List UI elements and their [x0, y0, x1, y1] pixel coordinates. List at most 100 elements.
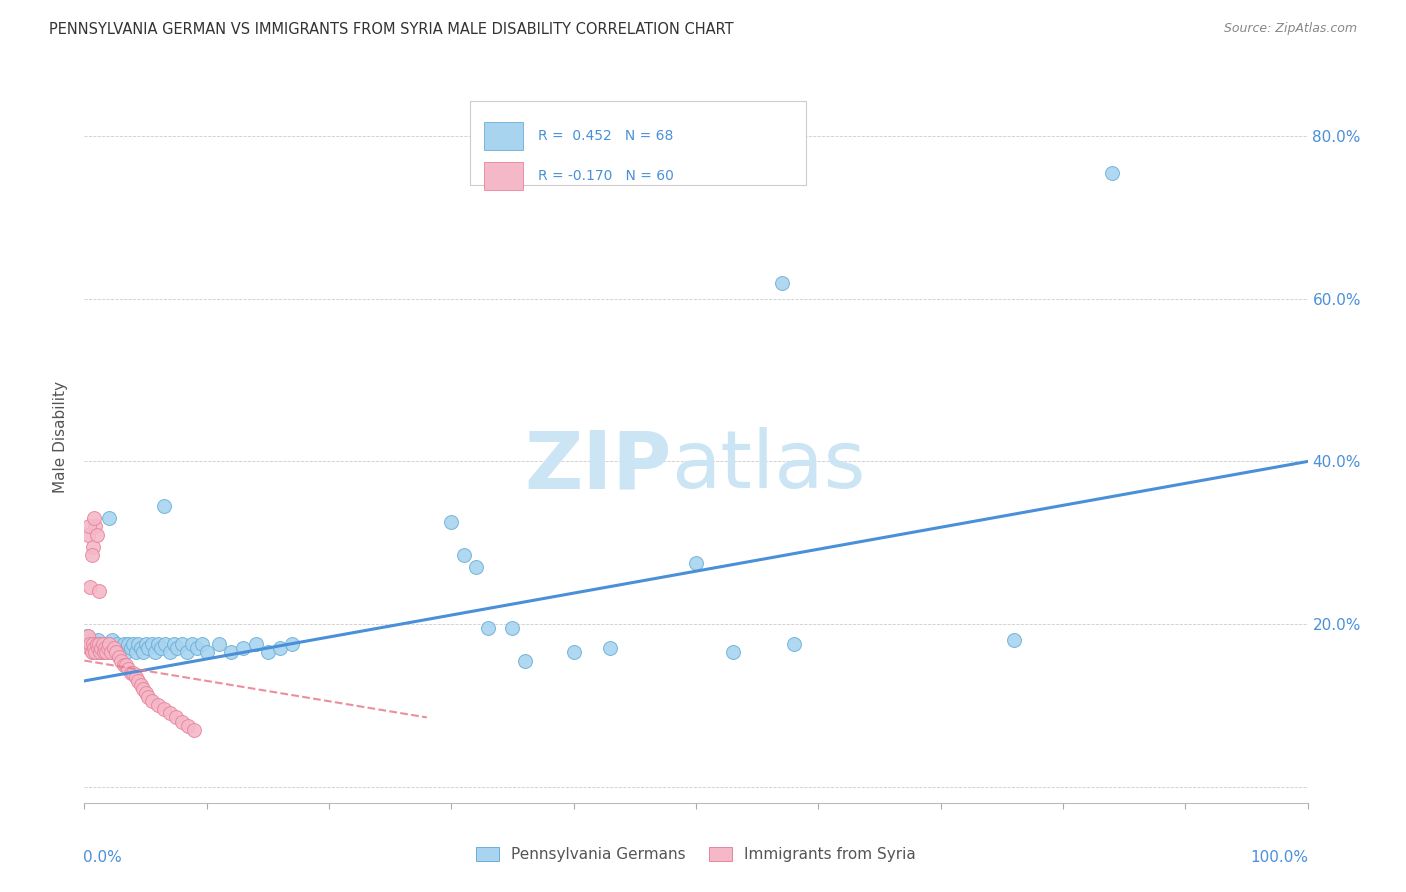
- Point: [502, 621, 524, 635]
- Point: [96, 637, 118, 651]
- Point: [87, 633, 110, 648]
- Point: [91, 637, 114, 651]
- Point: [122, 665, 145, 680]
- Point: [93, 645, 115, 659]
- Point: [93, 641, 115, 656]
- Point: [120, 665, 142, 680]
- Point: [721, 645, 744, 659]
- Point: [122, 637, 145, 651]
- Point: [80, 548, 103, 562]
- Point: [87, 641, 110, 656]
- Point: [100, 645, 122, 659]
- Point: [281, 637, 304, 651]
- Point: [477, 621, 499, 635]
- Point: [77, 629, 100, 643]
- Point: [770, 276, 793, 290]
- Point: [86, 637, 108, 651]
- Point: [110, 641, 132, 656]
- Point: [181, 637, 204, 651]
- Point: [125, 670, 148, 684]
- Y-axis label: Male Disability: Male Disability: [53, 381, 69, 493]
- Point: [77, 527, 100, 541]
- Point: [125, 645, 148, 659]
- Point: [453, 548, 475, 562]
- Point: [141, 637, 163, 651]
- Point: [86, 527, 108, 541]
- Point: [132, 681, 155, 696]
- Point: [100, 645, 122, 659]
- Point: [87, 584, 110, 599]
- Point: [77, 519, 100, 533]
- Point: [135, 637, 157, 651]
- Point: [101, 633, 124, 648]
- Point: [84, 519, 107, 533]
- Point: [76, 637, 98, 651]
- Point: [129, 641, 152, 656]
- Point: [94, 645, 117, 659]
- Point: [153, 637, 176, 651]
- Point: [80, 633, 103, 648]
- Point: [172, 637, 194, 651]
- Point: [97, 641, 120, 656]
- Bar: [484, 162, 523, 190]
- Point: [153, 702, 176, 716]
- Point: [96, 645, 118, 659]
- Point: [105, 645, 128, 659]
- Point: [112, 637, 135, 651]
- Point: [513, 654, 536, 668]
- Point: [82, 540, 104, 554]
- Point: [141, 694, 163, 708]
- Point: [83, 511, 105, 525]
- Point: [150, 641, 173, 656]
- Point: [97, 641, 120, 656]
- Text: R =  0.452   N = 68: R = 0.452 N = 68: [538, 129, 673, 144]
- Point: [86, 645, 108, 659]
- Text: ZIP: ZIP: [524, 427, 672, 506]
- Point: [107, 645, 129, 659]
- Point: [159, 706, 181, 721]
- Point: [464, 560, 486, 574]
- Point: [89, 645, 111, 659]
- Text: PENNSYLVANIA GERMAN VS IMMIGRANTS FROM SYRIA MALE DISABILITY CORRELATION CHART: PENNSYLVANIA GERMAN VS IMMIGRANTS FROM S…: [49, 22, 734, 37]
- Point: [783, 637, 806, 651]
- Point: [146, 637, 169, 651]
- Point: [107, 649, 129, 664]
- Point: [82, 645, 104, 659]
- Point: [83, 637, 105, 651]
- Point: [232, 641, 254, 656]
- Point: [153, 499, 176, 513]
- Point: [87, 641, 110, 656]
- Point: [132, 645, 155, 659]
- Point: [89, 637, 111, 651]
- Point: [219, 645, 242, 659]
- Point: [183, 723, 205, 737]
- Point: [80, 645, 103, 659]
- Point: [177, 718, 200, 732]
- Point: [599, 641, 621, 656]
- Point: [117, 662, 139, 676]
- Point: [77, 637, 100, 651]
- Point: [97, 637, 120, 651]
- Point: [146, 698, 169, 713]
- Point: [94, 641, 117, 656]
- Point: [91, 637, 114, 651]
- Point: [77, 641, 100, 656]
- Point: [90, 641, 112, 656]
- Point: [110, 654, 132, 668]
- Point: [176, 645, 198, 659]
- Point: [208, 637, 231, 651]
- Point: [1101, 166, 1123, 180]
- Point: [84, 645, 107, 659]
- Point: [90, 645, 112, 659]
- Point: [115, 645, 138, 659]
- Point: [172, 714, 194, 729]
- Point: [186, 641, 208, 656]
- Point: [129, 678, 152, 692]
- Point: [79, 581, 101, 595]
- Point: [269, 641, 291, 656]
- Point: [105, 637, 128, 651]
- Point: [165, 710, 187, 724]
- Point: [166, 641, 188, 656]
- Point: [97, 637, 120, 651]
- Text: 100.0%: 100.0%: [1251, 850, 1309, 865]
